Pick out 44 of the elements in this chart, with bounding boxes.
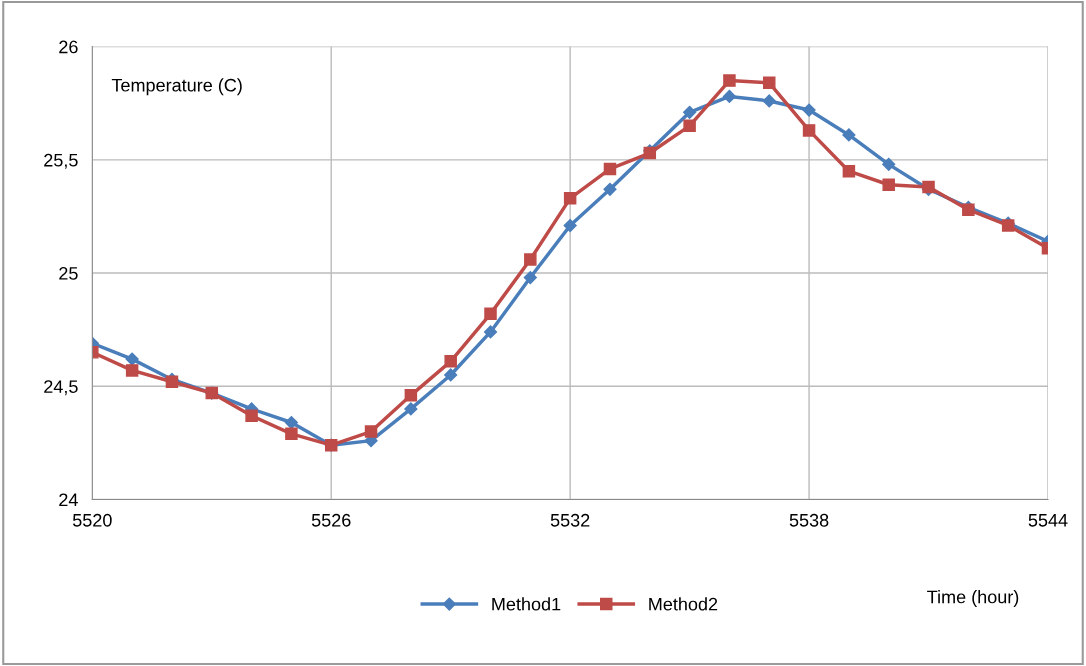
point xyxy=(723,74,736,87)
point xyxy=(802,103,816,117)
point xyxy=(364,425,378,438)
point xyxy=(802,124,816,137)
x-tick-label: 5526 xyxy=(311,513,351,527)
point xyxy=(882,178,895,191)
point xyxy=(603,182,617,196)
x-tick-label: 5538 xyxy=(789,513,829,527)
point xyxy=(125,364,139,377)
point xyxy=(444,368,458,382)
x-axis-title: Time (hour) xyxy=(927,590,1019,607)
point xyxy=(762,76,776,90)
point xyxy=(603,162,617,176)
y-tick-label: 25,5 xyxy=(44,153,78,169)
point xyxy=(842,164,856,178)
point xyxy=(285,427,298,441)
point xyxy=(683,105,697,119)
point xyxy=(404,402,418,416)
x-tick-label: 5520 xyxy=(72,513,112,527)
point xyxy=(444,355,457,368)
legend-label: Method1 xyxy=(492,597,561,611)
point xyxy=(882,157,896,171)
y-tick-label: 25 xyxy=(59,266,78,280)
point xyxy=(762,94,776,108)
point xyxy=(842,128,856,142)
y-tick-label: 24 xyxy=(59,493,78,507)
y-tick-label: 26 xyxy=(59,40,78,54)
y-tick-label: 24,5 xyxy=(44,380,78,396)
legend-label: Method2 xyxy=(649,597,718,611)
point xyxy=(524,253,537,266)
point xyxy=(404,389,418,402)
point xyxy=(563,218,577,233)
point xyxy=(245,409,258,422)
point xyxy=(523,271,537,285)
point xyxy=(483,325,498,339)
point xyxy=(563,192,577,205)
point xyxy=(722,89,737,104)
point xyxy=(125,352,139,366)
point xyxy=(284,415,298,430)
y-axis-title: Temperature (C) xyxy=(111,78,242,96)
x-tick-label: 5544 xyxy=(1028,514,1068,527)
x-tick-label: 5532 xyxy=(550,513,590,527)
point xyxy=(683,119,696,133)
point xyxy=(484,307,497,321)
